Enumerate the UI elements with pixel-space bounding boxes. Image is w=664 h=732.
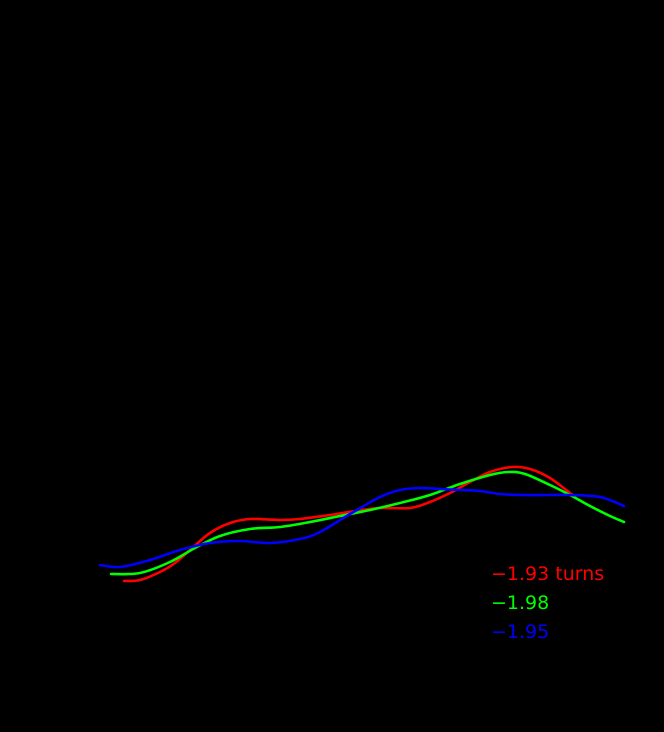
chart-legend: −1.93 turns −1.98 −1.95 bbox=[491, 560, 604, 647]
series-layer bbox=[98, 465, 626, 583]
series-line-blue bbox=[98, 486, 626, 569]
legend-item-blue: −1.95 bbox=[491, 621, 550, 643]
legend-item-green: −1.98 bbox=[491, 592, 550, 614]
legend-item-red: −1.93 turns bbox=[491, 563, 605, 585]
